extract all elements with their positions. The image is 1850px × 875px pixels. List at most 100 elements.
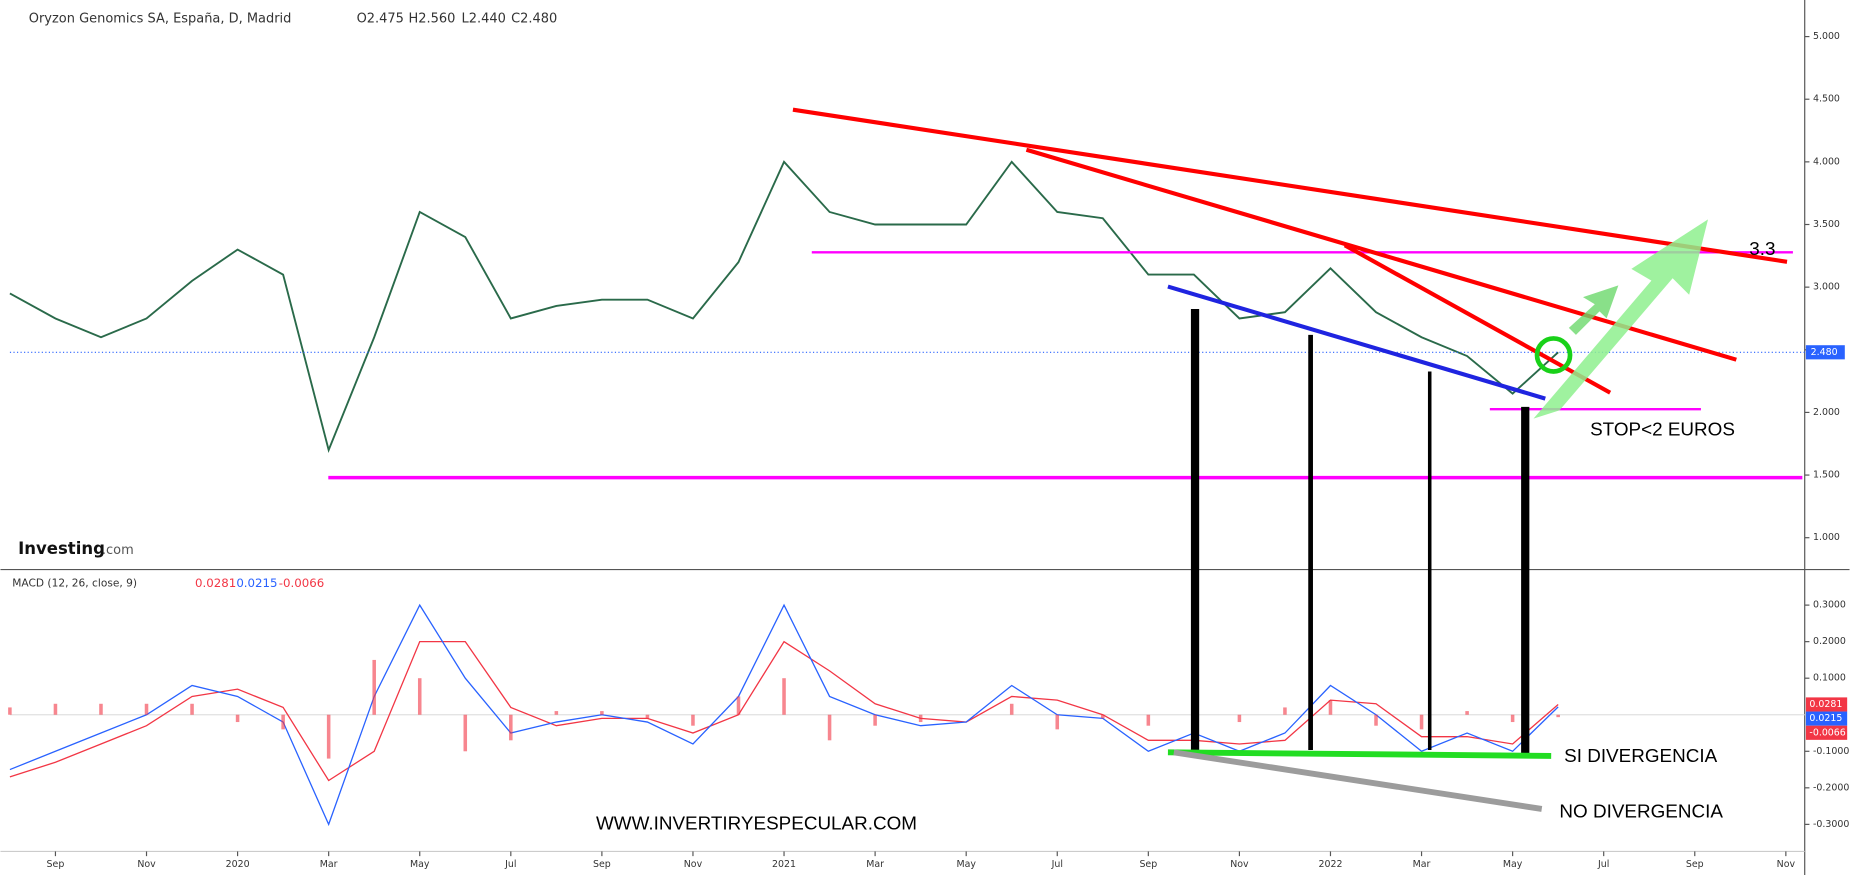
histogram-bar — [1009, 703, 1014, 715]
ohlc: C2.480 — [511, 11, 557, 26]
x-tick-label: May — [410, 859, 430, 870]
y-tick-label: 4.500 — [1813, 94, 1840, 105]
histogram-bar — [190, 703, 194, 715]
histogram-bar — [600, 711, 604, 715]
symbol-title: Oryzon Genomics SA, España, D, Madrid — [29, 11, 292, 26]
histogram-bar — [691, 714, 695, 726]
histogram-bar — [463, 714, 468, 752]
x-tick-label: Nov — [1777, 859, 1796, 870]
histogram-bar — [1465, 711, 1469, 715]
x-tick-label: Jul — [1597, 859, 1609, 870]
readout: 0.0281 — [195, 576, 236, 590]
y-tick-label: -0.1000 — [1813, 746, 1849, 757]
y-tick-label: 0.3000 — [1813, 600, 1846, 611]
x-tick-label: 2022 — [1318, 859, 1342, 870]
histogram-bar — [1101, 714, 1105, 719]
series-line — [9, 640, 1559, 782]
histogram-bar — [1510, 714, 1515, 723]
histogram-bar — [1419, 714, 1424, 730]
value-label-bg — [1805, 725, 1848, 740]
highlight-circle — [1534, 336, 1573, 374]
histogram-bar — [1556, 714, 1560, 718]
readout: -0.0066 — [279, 576, 324, 590]
histogram-bar — [554, 711, 559, 715]
x-tick-label: Jul — [1051, 859, 1063, 870]
y-tick-label: -0.2000 — [1813, 782, 1849, 793]
arrow — [1533, 219, 1709, 419]
annotation: STOP<2 EUROS — [1590, 418, 1735, 439]
histogram-bar — [1237, 714, 1242, 723]
histogram-bar — [736, 696, 741, 715]
x-tick-label: Mar — [1413, 859, 1431, 870]
histogram-bar — [372, 659, 376, 715]
x-tick-label: Sep — [1139, 859, 1157, 870]
plot-layer: 1.0001.5002.0002.5003.0003.5004.0004.500… — [8, 31, 1849, 870]
histogram-bar — [873, 714, 877, 726]
x-tick-label: May — [1503, 859, 1523, 870]
trend-line — [792, 107, 1788, 264]
histogram-bar — [827, 714, 832, 741]
annotation: 3.3 — [1749, 238, 1775, 259]
logo: Investing — [18, 539, 105, 558]
arrow — [1568, 285, 1619, 335]
trend-line — [1167, 284, 1546, 401]
y-tick-label: 1.000 — [1813, 532, 1840, 543]
histogram-bar — [1146, 714, 1151, 726]
series-line — [9, 603, 1559, 827]
price-label-bg — [1805, 345, 1845, 360]
y-tick-label: 1.500 — [1813, 470, 1840, 481]
value-label: 0.0281 — [1809, 699, 1842, 710]
drawings — [328, 107, 1803, 812]
x-tick-label: Sep — [47, 859, 65, 870]
histogram-bar — [417, 678, 422, 715]
x-tick-label: Mar — [866, 859, 884, 870]
value-label-bg — [1805, 697, 1848, 712]
readout: 0.0215 — [236, 576, 277, 590]
value-label-bg — [1805, 711, 1848, 726]
series-line — [9, 160, 1559, 454]
divergence-line — [1173, 749, 1543, 812]
divergence-line — [1167, 749, 1552, 759]
y-tick-label: 2.000 — [1813, 407, 1840, 418]
histogram-bar — [144, 703, 149, 715]
x-tick-label: May — [956, 859, 976, 870]
annotation: NO DIVERGENCIA — [1559, 800, 1723, 821]
y-tick-label: 3.000 — [1813, 282, 1840, 293]
x-tick-label: Nov — [137, 859, 156, 870]
value-label: 0.0215 — [1809, 713, 1842, 724]
histogram-bar — [326, 714, 331, 759]
indicator-title: MACD (12, 26, close, 9) — [12, 577, 137, 590]
histogram-bar — [53, 703, 58, 715]
x-tick-label: 2021 — [772, 859, 796, 870]
y-tick-label: -0.3000 — [1813, 819, 1849, 830]
histogram-bar — [918, 714, 923, 723]
histogram-bar — [645, 714, 650, 719]
histogram-bar — [782, 678, 786, 715]
annotation: SI DIVERGENCIA — [1564, 745, 1717, 766]
histogram-bar — [1055, 714, 1060, 730]
y-tick-label: 0.2000 — [1813, 636, 1846, 647]
x-tick-label: Sep — [593, 859, 611, 870]
histogram-bar — [99, 703, 103, 715]
histogram-bar — [1328, 700, 1333, 715]
annotation: WWW.INVERTIRYESPECULAR.COM — [596, 812, 917, 833]
ohlc: O2.475 — [357, 11, 404, 26]
ohlc: H2.560 — [408, 11, 455, 26]
x-tick-label: Jul — [504, 859, 516, 870]
x-tick-label: Mar — [320, 859, 338, 870]
histogram-bar — [8, 707, 12, 715]
logo-suffix: .com — [102, 543, 134, 558]
histogram-bar — [1283, 707, 1287, 715]
x-tick-label: Nov — [684, 859, 703, 870]
histogram-bar — [1374, 714, 1378, 726]
value-label: -0.0066 — [1809, 727, 1845, 738]
y-tick-label: 4.000 — [1813, 156, 1840, 167]
x-tick-label: Nov — [1230, 859, 1249, 870]
y-tick-label: 5.000 — [1813, 31, 1840, 42]
x-tick-label: 2020 — [226, 859, 250, 870]
histogram-bar — [235, 714, 240, 723]
y-tick-label: 3.500 — [1813, 219, 1840, 230]
